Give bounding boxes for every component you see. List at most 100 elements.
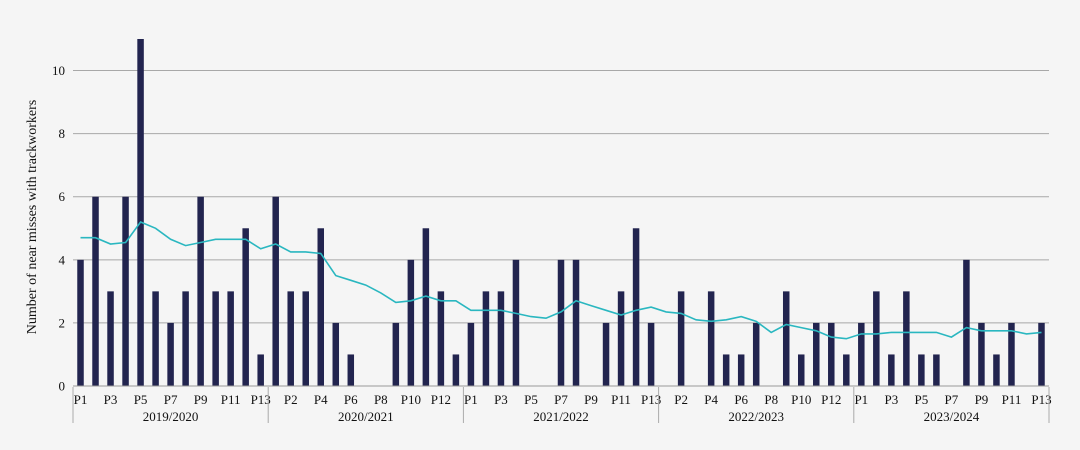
bar	[677, 291, 685, 386]
bar	[92, 196, 99, 386]
x-tick-label: P2	[284, 392, 298, 407]
bar	[963, 259, 970, 386]
x-tick-label: P8	[764, 392, 778, 407]
bar	[392, 322, 400, 386]
bar	[843, 354, 850, 386]
bar	[122, 196, 129, 386]
bar	[212, 291, 219, 386]
x-tick-label: P13	[1031, 392, 1051, 407]
bar	[752, 322, 760, 386]
bar	[257, 354, 264, 386]
bar	[107, 291, 114, 386]
bar	[452, 354, 460, 386]
x-tick-label: P9	[975, 392, 989, 407]
x-tick-label: P3	[494, 392, 508, 407]
y-tick-label: 8	[59, 126, 66, 141]
year-group-labels: 2019/2020 2020/2021 2021/2022 2022/2023 2023…	[72, 387, 1050, 424]
x-tick-label: P7	[164, 392, 178, 407]
bar	[347, 354, 355, 386]
x-tick-label: P11	[1002, 392, 1022, 407]
bar	[617, 291, 625, 386]
x-tick-label: P1	[464, 392, 478, 407]
x-tick-label: P8	[374, 392, 388, 407]
x-tick-label: P7	[554, 392, 568, 407]
x-tick-label: P6	[344, 392, 358, 407]
year-label: 2021/2022	[533, 409, 589, 424]
bar	[993, 354, 1000, 386]
x-tick-label: P1	[74, 392, 88, 407]
x-tick-label: P13	[251, 392, 271, 407]
x-tick-label: P11	[221, 392, 241, 407]
x-tick-label: P3	[884, 392, 898, 407]
bar	[797, 354, 805, 386]
bar	[332, 322, 340, 386]
x-tick-label: P9	[584, 392, 598, 407]
bar	[888, 354, 895, 386]
y-tick-label: 10	[52, 63, 65, 78]
x-tick-label: P1	[854, 392, 868, 407]
bar	[903, 291, 910, 386]
y-tick-label: 4	[59, 252, 66, 267]
x-tick-labels: P1 P3 P5 P7 P9 P11 P13 P2 P4 P6 P8 P10 P12 P1 P3 P5 P7 P9…	[74, 392, 1052, 407]
x-tick-label: P6	[734, 392, 748, 407]
bar	[707, 291, 715, 386]
y-tick-label: 6	[59, 189, 66, 204]
bar	[407, 259, 415, 386]
bar	[227, 291, 234, 386]
x-tick-label: P7	[945, 392, 959, 407]
x-tick-label: P2	[674, 392, 688, 407]
bar	[422, 228, 430, 386]
bar	[167, 322, 174, 386]
x-tick-label: P11	[611, 392, 631, 407]
x-tick-label: P5	[915, 392, 929, 407]
bar	[272, 196, 279, 386]
bar	[512, 259, 520, 386]
bar	[557, 259, 565, 386]
y-tick-label: 0	[59, 379, 66, 394]
x-tick-label: P10	[401, 392, 421, 407]
bar	[632, 228, 640, 386]
bar	[722, 354, 730, 386]
bar	[317, 228, 325, 386]
bar	[242, 228, 249, 386]
bar	[918, 354, 925, 386]
bar	[152, 291, 159, 386]
bar	[602, 322, 610, 386]
x-tick-label: P12	[821, 392, 841, 407]
y-tick-labels: 0 2 4 6 8 10	[52, 63, 66, 393]
bar	[302, 291, 309, 386]
x-tick-label: P5	[524, 392, 538, 407]
year-label: 2023/2024	[924, 409, 980, 424]
bar	[737, 354, 745, 386]
bar	[873, 291, 880, 386]
bar	[437, 291, 445, 386]
year-label: 2022/2023	[728, 409, 784, 424]
x-tick-label: P5	[134, 392, 148, 407]
bar	[813, 322, 820, 386]
x-tick-label: P12	[431, 392, 451, 407]
bar	[197, 196, 204, 386]
y-tick-label: 2	[59, 315, 66, 330]
bar	[287, 291, 294, 386]
bar	[1038, 322, 1045, 386]
y-axis-label: Number of near misses with trackworkers	[25, 100, 40, 334]
x-tick-label: P4	[314, 392, 328, 407]
bar	[572, 259, 580, 386]
bar	[1008, 322, 1015, 386]
bar	[978, 322, 985, 386]
bar	[77, 259, 84, 386]
year-label: 2020/2021	[338, 409, 394, 424]
moving-average-line	[80, 221, 1042, 340]
bar	[828, 322, 835, 386]
x-tick-label: P3	[104, 392, 118, 407]
bar	[467, 322, 475, 386]
bar	[482, 291, 490, 386]
bar	[182, 291, 189, 386]
bar	[497, 291, 505, 386]
bar	[933, 354, 940, 386]
gridlines	[73, 70, 1049, 324]
bar	[858, 322, 865, 386]
bar	[137, 39, 144, 386]
bar-series	[77, 39, 1045, 386]
